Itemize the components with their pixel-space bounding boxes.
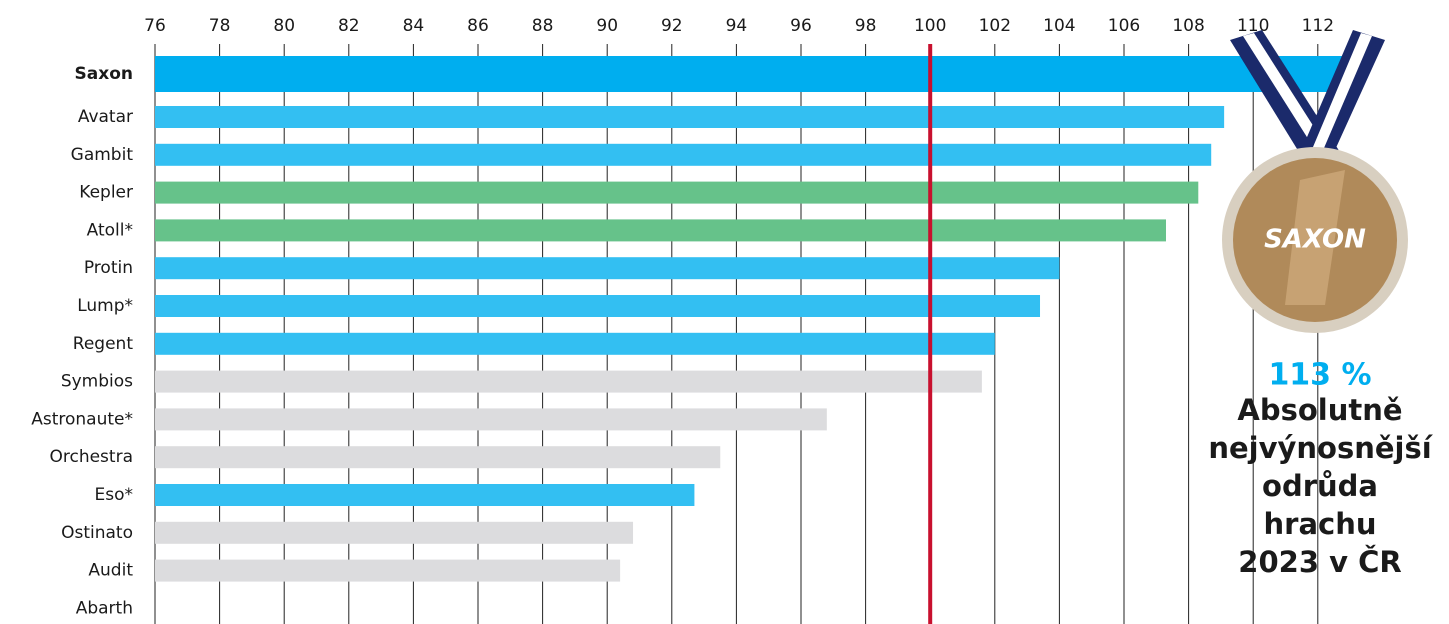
medal-text: SAXON	[1264, 225, 1366, 255]
x-tick-label: 94	[726, 16, 748, 36]
x-tick-label: 82	[338, 16, 360, 36]
category-label: Ostinato	[61, 523, 133, 543]
annotation-line: Absolutně	[1237, 393, 1402, 427]
category-label: Eso*	[95, 485, 134, 505]
x-tick-label: 88	[532, 16, 554, 36]
medal: SAXON	[1222, 30, 1408, 333]
bar	[155, 219, 1166, 242]
bar	[155, 484, 695, 506]
x-tick-label: 108	[1172, 16, 1204, 36]
bars	[155, 56, 1351, 582]
bar	[155, 521, 634, 544]
annotation-line: odrůda	[1262, 469, 1378, 503]
ribbon-stripe	[1305, 33, 1372, 169]
bar	[155, 408, 827, 431]
category-label: Gambit	[71, 145, 134, 165]
bar	[155, 295, 1041, 317]
category-label: Audit	[88, 561, 133, 581]
x-tick-label: 96	[790, 16, 812, 36]
category-label: Astronaute*	[31, 409, 133, 429]
category-label: Atoll*	[87, 220, 133, 240]
x-tick-label: 92	[661, 16, 683, 36]
category-label: Kepler	[79, 183, 133, 203]
bar	[155, 257, 1060, 280]
x-tick-label: 112	[1302, 16, 1334, 36]
category-label: Symbios	[61, 372, 133, 392]
bar	[155, 446, 721, 469]
category-label: Lump*	[77, 296, 133, 316]
annotation: Absolutně nejvýnosnější odrůda hrachu 2023 v…	[1208, 393, 1433, 579]
x-tick-label: 104	[1043, 16, 1075, 36]
medal-number	[1285, 170, 1345, 305]
bar	[155, 106, 1225, 128]
annotation-line: nejvýnosnější	[1208, 431, 1433, 465]
bar	[155, 143, 1212, 166]
x-tick-label: 98	[855, 16, 877, 36]
x-tick-label: 102	[979, 16, 1011, 36]
bar	[155, 181, 1199, 204]
x-tick-label: 106	[1108, 16, 1140, 36]
x-tick-label: 86	[467, 16, 489, 36]
bar	[155, 56, 1351, 92]
category-label: Avatar	[78, 107, 133, 127]
bar	[155, 370, 982, 393]
x-tick-label: 90	[596, 16, 618, 36]
category-label: Orchestra	[49, 447, 133, 467]
x-tick-label: 76	[144, 16, 166, 36]
category-label: Regent	[73, 334, 134, 354]
category-label: Saxon	[75, 64, 133, 84]
bar	[155, 332, 995, 355]
category-label: Protin	[84, 258, 133, 278]
x-tick-label: 78	[209, 16, 231, 36]
x-tick-label: 80	[273, 16, 295, 36]
annotation-value: 113 %	[1268, 358, 1371, 393]
category-label: Abarth	[76, 598, 133, 618]
annotation-line: hrachu	[1264, 507, 1377, 541]
annotation-line: 2023 v ČR	[1238, 545, 1401, 579]
x-tick-label: 100	[914, 16, 946, 36]
x-tick-label: 84	[403, 16, 425, 36]
bar	[155, 559, 621, 582]
